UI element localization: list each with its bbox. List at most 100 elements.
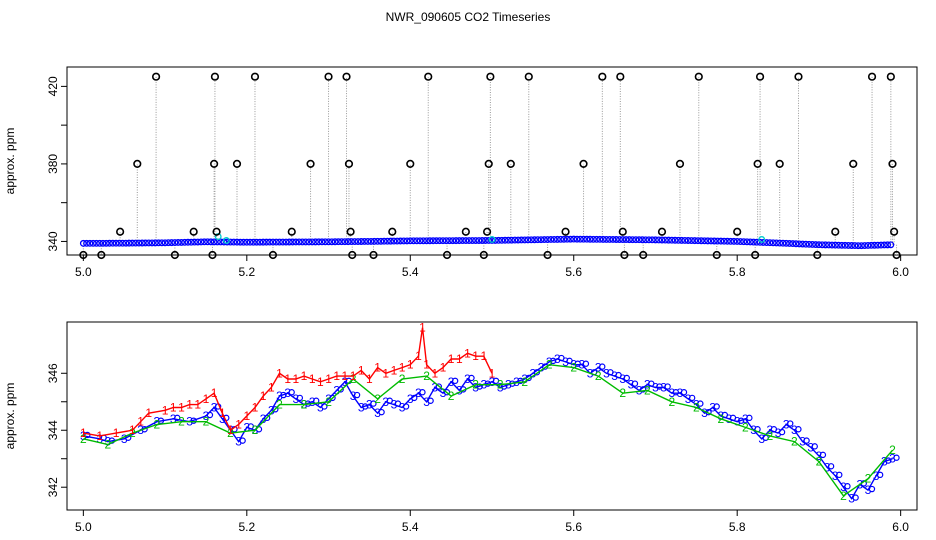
spike-point (406, 159, 415, 169)
data-point (207, 238, 215, 246)
data-point (727, 237, 735, 245)
data-point (390, 237, 398, 245)
series-point-3 (492, 377, 500, 385)
series-point-3 (288, 389, 295, 396)
data-point (805, 240, 813, 248)
data-point (272, 238, 280, 246)
spike-point (232, 159, 242, 169)
data-point (871, 241, 878, 249)
spike-point (479, 250, 488, 260)
series-marker-1: 1 (407, 358, 414, 372)
data-point (449, 237, 457, 245)
data-point (508, 236, 516, 244)
data-point (599, 235, 607, 243)
data-point (831, 241, 839, 249)
data-point (586, 235, 594, 243)
series-point-3 (558, 354, 565, 362)
data-point (674, 236, 682, 244)
series-point-3 (885, 457, 892, 464)
data-point (177, 238, 185, 246)
series-point-3 (419, 389, 426, 396)
series-marker-1: 1 (456, 352, 463, 366)
series-point-3 (672, 389, 680, 396)
spike-point (657, 227, 667, 236)
series-point-3 (402, 403, 410, 410)
spike-point (346, 227, 355, 236)
data-point (465, 237, 473, 245)
x-tick-label: 5.2 (238, 265, 255, 279)
series-marker-3: 3 (105, 435, 112, 449)
series-marker-3: 3 (154, 415, 161, 429)
series-marker-3: 3 (268, 403, 275, 417)
series-marker-1: 1 (260, 389, 267, 403)
data-point (285, 238, 293, 246)
spike-point (348, 250, 357, 260)
series-marker-1: 1 (96, 429, 103, 443)
series-marker-2: 2 (619, 386, 626, 400)
data-point (501, 236, 509, 244)
series-marker-1: 1 (243, 409, 250, 423)
data-point (750, 238, 757, 246)
series-marker-3: 3 (317, 400, 324, 414)
data-point (884, 241, 892, 249)
series-marker-3: 3 (595, 361, 602, 375)
data-point (550, 235, 558, 243)
series-marker-3: 3 (243, 420, 250, 434)
data-point (106, 239, 113, 247)
series-marker-3: 3 (799, 435, 806, 449)
data-point (825, 241, 833, 249)
series-point-3 (443, 389, 451, 396)
spike-point (97, 250, 106, 260)
spike-point (886, 72, 895, 81)
spike-point (170, 250, 179, 260)
series-marker-3: 3 (472, 381, 479, 395)
data-point (818, 241, 826, 249)
series-marker-2: 2 (693, 400, 700, 414)
series-point-3 (321, 403, 328, 410)
data-point (200, 238, 208, 246)
series-point-3 (411, 394, 418, 402)
data-point (782, 239, 790, 247)
data-point (766, 239, 774, 247)
data-point (119, 239, 127, 247)
series-marker-2: 2 (840, 489, 847, 503)
series-marker-3: 3 (423, 395, 430, 409)
series-marker-3: 3 (636, 383, 643, 397)
data-point (246, 238, 254, 246)
data-point (874, 241, 882, 249)
series-marker-1: 1 (382, 366, 389, 380)
data-point (714, 237, 722, 245)
series-point-3 (795, 426, 802, 433)
series-marker-3: 3 (652, 381, 659, 395)
data-point (92, 239, 100, 247)
plot-frame (66, 66, 918, 256)
data-point (148, 239, 156, 247)
data-point (815, 241, 823, 249)
data-point (380, 237, 388, 245)
spike-point (813, 250, 822, 260)
data-point (122, 239, 130, 247)
spike-point (733, 227, 742, 236)
data-point (233, 238, 241, 246)
series-marker-2: 2 (399, 372, 406, 386)
data-point (79, 239, 87, 247)
data-point (439, 237, 447, 245)
series-marker-1: 1 (268, 381, 275, 395)
data-point (527, 236, 535, 244)
data-point (184, 238, 192, 246)
data-point (387, 237, 395, 245)
spike-point (369, 250, 378, 260)
data-point (125, 239, 133, 247)
series-point-3 (836, 471, 843, 479)
series-marker-3: 3 (309, 395, 316, 409)
series-marker-2: 2 (203, 415, 210, 429)
data-point (648, 236, 656, 244)
data-point (495, 236, 502, 244)
series-point-3 (329, 394, 336, 402)
data-point (828, 241, 836, 249)
data-point (279, 238, 287, 246)
data-point (475, 237, 483, 244)
data-point (678, 236, 686, 244)
data-point (89, 239, 97, 247)
